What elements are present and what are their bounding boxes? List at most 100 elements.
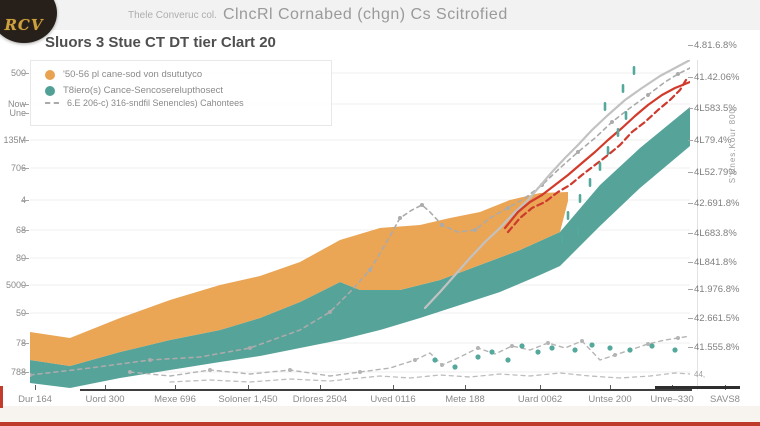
right-axis-value-label: 4L841.8% bbox=[694, 257, 737, 268]
y-axis-tick-mark bbox=[22, 258, 29, 259]
teal-scatter-dots bbox=[519, 343, 525, 349]
y-axis-tick-label: 80 bbox=[15, 253, 26, 263]
legend-dot-icon bbox=[45, 85, 55, 96]
gray-dashed-mid-line bbox=[129, 335, 690, 377]
right-axis-tick-mark bbox=[688, 347, 693, 348]
brand-logo-text: RCV bbox=[4, 16, 44, 34]
legend-item[interactable]: T8iero(s) Cance-Sencoserelupthosect bbox=[45, 85, 331, 96]
x-axis-tick-label: Soloner 1,450 bbox=[218, 394, 278, 405]
right-axis-value-label: 41.976.8% bbox=[694, 284, 740, 295]
y-axis-tick-mark bbox=[22, 73, 29, 74]
legend-item[interactable]: 6.E 206-c) 316-sndfil Senencles) Cahonte… bbox=[45, 98, 331, 108]
x-axis-tick-label: Drlores 2504 bbox=[292, 394, 348, 405]
y-axis-tick-label: 5000 bbox=[5, 280, 26, 290]
x-axis-tick-mark bbox=[465, 385, 466, 390]
x-axis-tick-mark bbox=[320, 385, 321, 390]
top-header-bar: Thele Converuc col. ClncRl Cornabed (chg… bbox=[28, 0, 760, 30]
teal-scatter-dashes bbox=[566, 211, 570, 220]
chart-plot-area[interactable] bbox=[30, 60, 690, 390]
right-axis-tick-mark bbox=[688, 318, 693, 319]
right-axis-value-label: 4L79.4% bbox=[694, 135, 732, 146]
bottom-margin-strip bbox=[0, 406, 760, 426]
teal-scatter-dots bbox=[649, 343, 655, 349]
chart-legend: '50-56 pl cane-sod von dsututyco T8iero(s… bbox=[30, 60, 332, 126]
gray-dashed-flat-line bbox=[169, 372, 690, 383]
gray-solid-line bbox=[423, 60, 690, 310]
teal-scatter-dashes bbox=[632, 66, 636, 75]
right-axis-tick-mark bbox=[688, 233, 693, 234]
right-axis-tick-mark bbox=[688, 140, 693, 141]
teal-scatter-dots bbox=[572, 347, 578, 353]
x-axis-tick-label: SAVS8 bbox=[710, 394, 740, 405]
orange-band bbox=[30, 192, 568, 366]
x-axis-tick-mark bbox=[540, 385, 541, 390]
teal-scatter-dashes bbox=[624, 111, 628, 120]
y-axis-tick-mark bbox=[22, 200, 29, 201]
red-dashed-line bbox=[506, 78, 688, 234]
y-axis-tick-mark bbox=[22, 140, 29, 141]
header-subtitle: Thele Converuc col. bbox=[128, 9, 217, 21]
brand-logo[interactable]: RCV bbox=[0, 0, 57, 43]
y-axis-tick-mark bbox=[22, 343, 29, 344]
y-axis-tick-label: Une bbox=[9, 108, 26, 118]
x-axis-tick-label: Dur 164 bbox=[18, 394, 52, 405]
legend-item-label: T8iero(s) Cance-Sencoserelupthosect bbox=[63, 85, 223, 96]
right-axis-value-label: 4.81.6.8% bbox=[694, 40, 737, 51]
right-axis-tick-mark bbox=[688, 108, 693, 109]
teal-band bbox=[30, 107, 690, 388]
header-title: ClncRl Cornabed (chgn) Cs Scitrofied bbox=[222, 6, 508, 23]
right-axis-tick-mark bbox=[688, 172, 693, 173]
right-axis-tick-mark bbox=[688, 289, 693, 290]
right-axis-tick-mark bbox=[688, 77, 693, 78]
teal-scatter-dots bbox=[535, 349, 541, 355]
y-axis-tick-label: 68 bbox=[15, 225, 26, 235]
teal-scatter-dots bbox=[475, 354, 481, 360]
x-axis-tick-mark bbox=[175, 385, 176, 390]
y-axis-tick-label: 706 bbox=[10, 163, 26, 173]
right-axis-value-label: 42.661.5% bbox=[694, 313, 740, 324]
teal-scatter-dashes bbox=[578, 194, 582, 203]
right-axis-line bbox=[697, 60, 698, 390]
y-axis-tick-mark bbox=[22, 230, 29, 231]
legend-dashed-line-icon bbox=[45, 102, 59, 104]
right-axis-note: 44, bbox=[694, 370, 706, 379]
teal-scatter-dashes bbox=[598, 162, 602, 171]
teal-scatter-dashes bbox=[576, 226, 580, 235]
y-axis-tick-mark bbox=[22, 168, 29, 169]
teal-scatter-dashes bbox=[616, 128, 620, 137]
right-axis-value-label: 41.42.06% bbox=[694, 72, 740, 83]
x-axis-thick-segment bbox=[655, 386, 740, 389]
teal-scatter-dashes bbox=[621, 84, 625, 93]
right-axis-tick-mark bbox=[688, 262, 693, 263]
y-axis-tick-label: 500 bbox=[10, 68, 26, 78]
gray-dashed-main-line bbox=[30, 67, 690, 376]
x-axis-line bbox=[80, 389, 692, 391]
x-axis-tick-mark bbox=[393, 385, 394, 390]
red-solid-line bbox=[503, 80, 690, 230]
x-axis-tick-mark bbox=[35, 385, 36, 390]
right-axis-title: S'Unes.Kour 800 bbox=[728, 108, 737, 184]
right-axis-value-label: 4L683.8% bbox=[694, 228, 737, 239]
legend-item[interactable]: '50-56 pl cane-sod von dsututyco bbox=[45, 69, 331, 80]
teal-scatter-dots bbox=[452, 364, 458, 370]
right-axis-value-label: 42.691.8% bbox=[694, 198, 740, 209]
teal-scatter-dashes bbox=[606, 146, 610, 155]
right-axis-tick-mark bbox=[688, 203, 693, 204]
legend-dot-icon bbox=[45, 69, 55, 80]
teal-scatter-dots bbox=[589, 342, 595, 348]
x-axis-tick-label: Uved 0116 bbox=[370, 394, 416, 405]
x-axis-tick-label: Unve–330 bbox=[650, 394, 694, 405]
teal-scatter-dots bbox=[432, 357, 438, 363]
teal-scatter-dots bbox=[489, 349, 495, 355]
x-axis-tick-label: Uard 0062 bbox=[517, 394, 563, 405]
teal-scatter-dashes bbox=[588, 178, 592, 187]
y-axis-tick-mark bbox=[22, 104, 29, 105]
right-axis-value-label: 4L52.79% bbox=[694, 167, 737, 178]
y-axis-tick-label: 50 bbox=[15, 308, 26, 318]
legend-item-label: 6.E 206-c) 316-sndfil Senencles) Cahonte… bbox=[67, 98, 244, 108]
x-axis-tick-label: Uord 300 bbox=[85, 394, 125, 405]
teal-scatter-dashes bbox=[603, 102, 607, 111]
x-axis-tick-label: Mexe 696 bbox=[154, 394, 196, 405]
y-axis-tick-label: 788 bbox=[10, 367, 26, 377]
